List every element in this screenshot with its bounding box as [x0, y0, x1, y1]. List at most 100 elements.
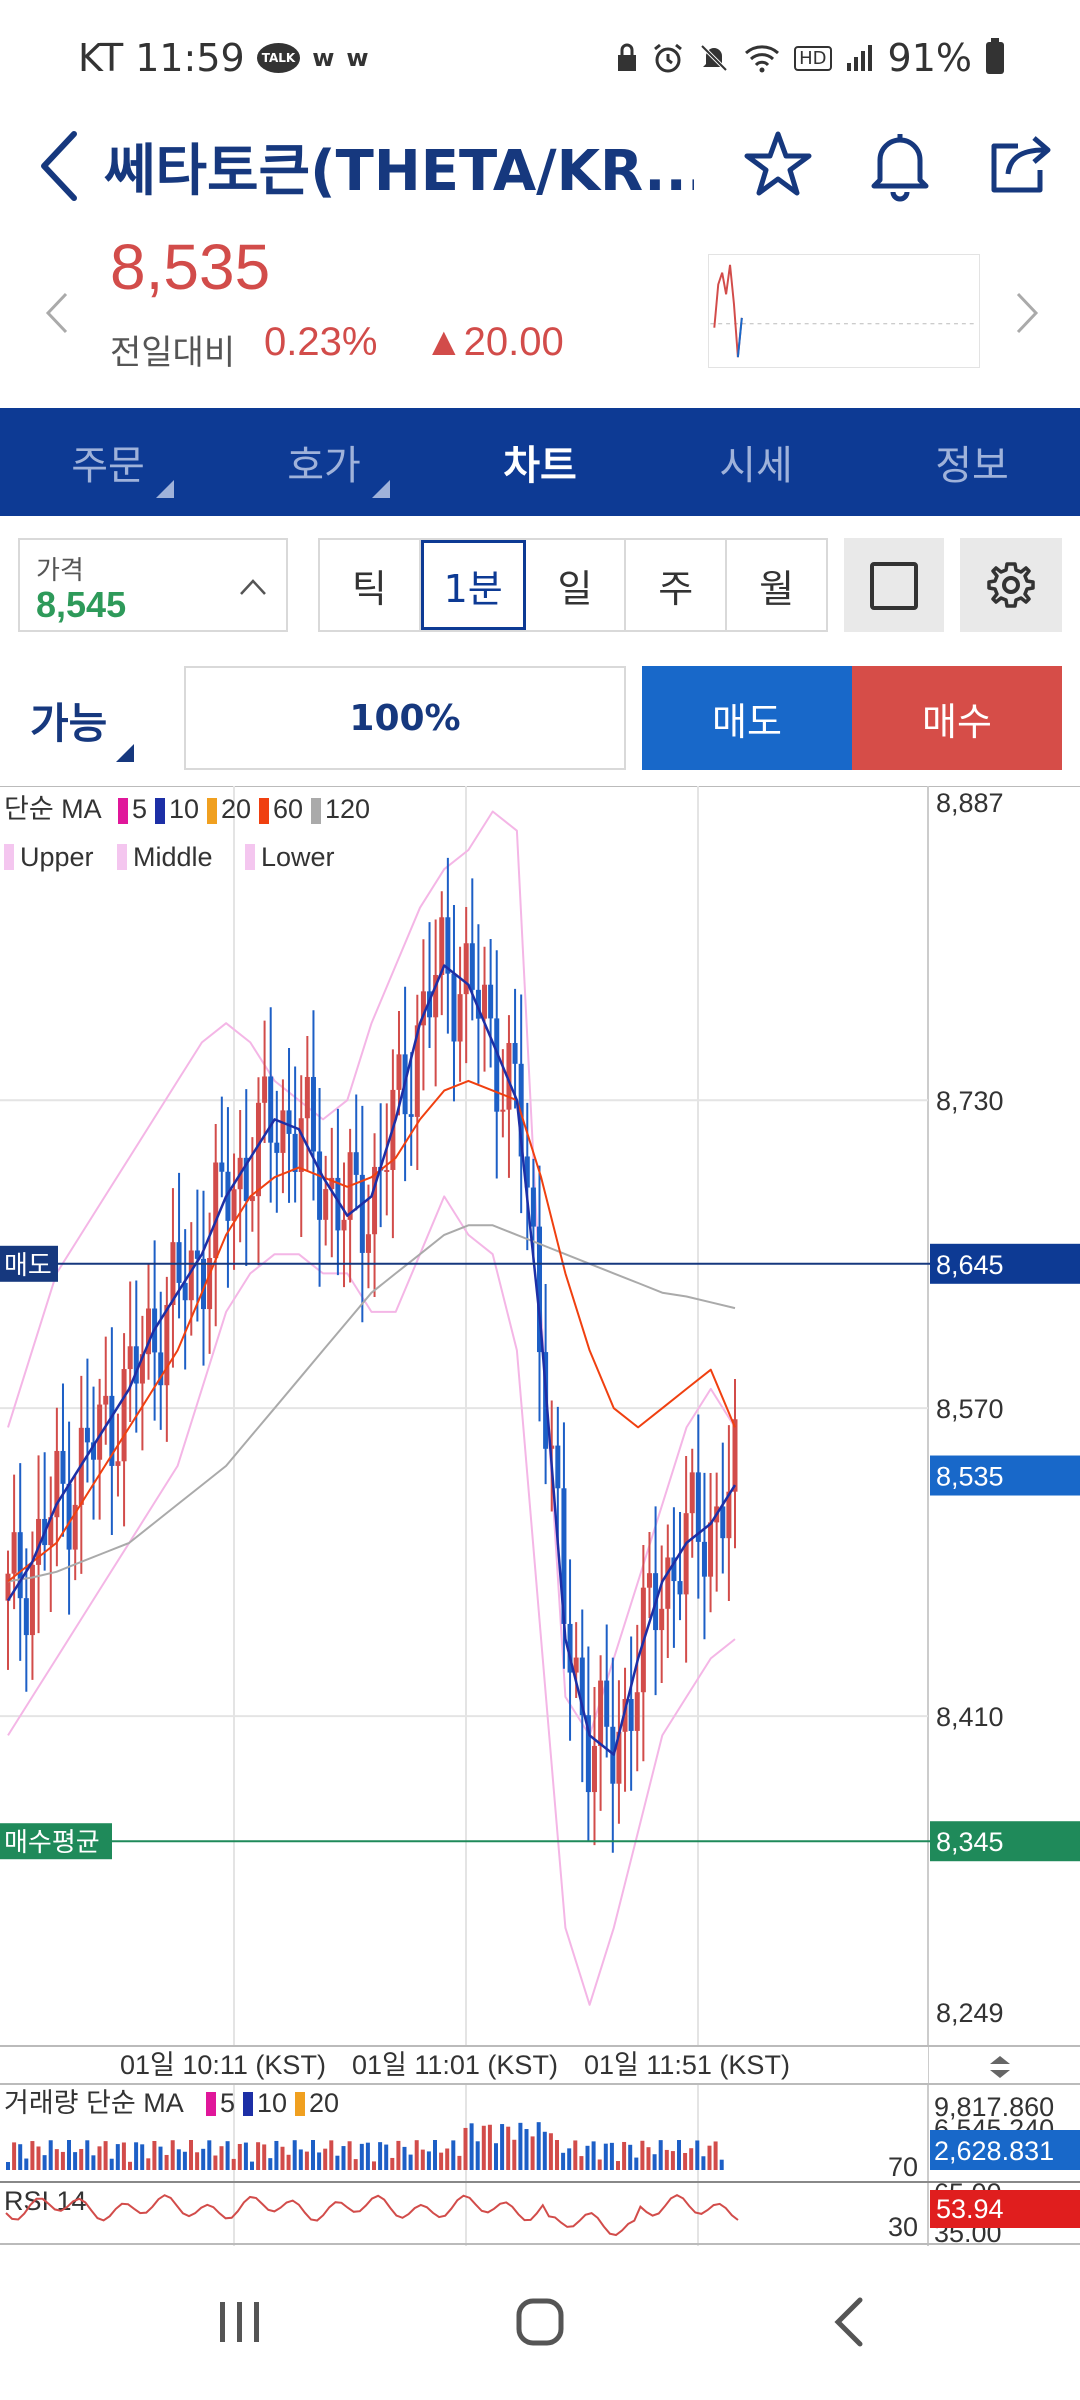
- candle-body: [97, 1404, 103, 1460]
- ma20-line: [7, 1079, 736, 1583]
- period-day[interactable]: 일: [526, 540, 627, 630]
- period-week[interactable]: 주: [626, 540, 728, 630]
- x-axis-label: 01일 10:11 (KST): [120, 2050, 326, 2080]
- candle-body: [158, 1352, 164, 1386]
- candle-body: [482, 984, 488, 1019]
- candle-body: [304, 1076, 310, 1119]
- tab-orderbook[interactable]: 호가: [216, 408, 432, 516]
- chart-canvas[interactable]: 매도 8,645 8,535 매수평균 8,345 8,887 8,730 8,570 8,4…: [0, 786, 1080, 2246]
- candle-body: [591, 1745, 597, 1793]
- candle-body: [689, 1472, 695, 1514]
- volume-bar: [579, 2156, 584, 2170]
- volume-bar: [359, 2143, 364, 2170]
- back-nav-icon[interactable]: [820, 2292, 880, 2352]
- volume-bar: [317, 2152, 322, 2170]
- chart-settings-button[interactable]: [960, 538, 1062, 632]
- sell-button[interactable]: 매도: [642, 666, 852, 770]
- y-tick-label: 8,570: [936, 1394, 1004, 1424]
- volume-bar: [414, 2140, 419, 2170]
- volume-bar: [311, 2140, 315, 2170]
- back-button[interactable]: [30, 122, 90, 212]
- volume-bar: [487, 2124, 492, 2170]
- notification-w-icon: w: [312, 44, 335, 72]
- ma120-line: [7, 1224, 736, 1583]
- volume-bar: [268, 2158, 273, 2170]
- volume-bar: [689, 2148, 694, 2170]
- bollinger-upper: [7, 810, 736, 1737]
- volume-bar: [280, 2146, 285, 2170]
- volume-bar: [677, 2140, 681, 2170]
- bb-legend-swatch: [4, 844, 14, 870]
- ma-legend-swatch: [259, 798, 269, 824]
- recent-apps-icon[interactable]: [210, 2292, 270, 2352]
- candle-body: [537, 1226, 543, 1353]
- candle-body: [103, 1395, 109, 1405]
- tab-market[interactable]: 시세: [719, 443, 793, 489]
- period-1min[interactable]: 1분: [420, 540, 526, 630]
- volume-bar: [512, 2139, 517, 2170]
- notification-w2-icon: w: [346, 44, 369, 72]
- candle-body: [469, 943, 475, 990]
- fullscreen-button[interactable]: [844, 538, 944, 632]
- available-selector-label[interactable]: 가능: [30, 699, 108, 748]
- period-tick[interactable]: 틱: [320, 540, 421, 630]
- volume-bar: [79, 2148, 84, 2170]
- share-icon[interactable]: [980, 124, 1060, 204]
- volume-bar: [664, 2149, 669, 2170]
- volume-bar: [67, 2140, 71, 2170]
- candle-body: [268, 1076, 274, 1143]
- tab-orderbook-dropdown-indicator: [372, 480, 390, 498]
- volume-legend-swatch: [243, 2092, 253, 2116]
- page-title: 쎄타토큰(THETA/KR...: [104, 139, 694, 204]
- prev-coin-arrow-icon[interactable]: [38, 288, 74, 338]
- price-chart[interactable]: 매도 8,645 8,535 매수평균 8,345 8,887 8,730 8,570 8,4…: [0, 786, 1080, 2246]
- volume-bar: [402, 2146, 407, 2170]
- favorite-star-icon[interactable]: [738, 124, 818, 204]
- tab-info[interactable]: 정보: [935, 443, 1009, 489]
- candle-body: [329, 1177, 335, 1190]
- next-coin-arrow-icon[interactable]: [1010, 288, 1046, 338]
- candle-body: [188, 1250, 194, 1301]
- candle-body: [121, 1369, 127, 1462]
- quantity-percent-field[interactable]: 100%: [184, 666, 626, 770]
- volume-bar: [335, 2155, 340, 2170]
- candle-body: [579, 1657, 585, 1716]
- home-icon[interactable]: [510, 2292, 570, 2352]
- gear-icon: [987, 562, 1035, 608]
- volume-bar: [670, 2151, 675, 2170]
- candle-body: [353, 1152, 359, 1175]
- candle-body: [255, 1102, 261, 1197]
- period-month[interactable]: 월: [759, 566, 795, 611]
- tab-chart[interactable]: 차트: [503, 443, 577, 489]
- candle-body: [488, 984, 494, 1019]
- candle-body: [567, 1623, 573, 1673]
- chart-resize-handle[interactable]: [990, 2056, 1010, 2078]
- status-bar: KT 11:59 TALK w w HD 91%: [0, 0, 1080, 120]
- volume-bar: [530, 2136, 535, 2170]
- alarm-bell-icon[interactable]: [860, 124, 940, 204]
- volume-bar: [616, 2161, 620, 2170]
- candle-body: [5, 1573, 11, 1601]
- candle-body: [549, 1445, 555, 1449]
- volume-bar: [134, 2142, 139, 2170]
- volume-bar: [494, 2143, 498, 2170]
- candle-body: [317, 1151, 323, 1220]
- change-percent: 0.23%: [264, 320, 378, 364]
- volume-bar: [603, 2143, 608, 2170]
- volume-bar: [384, 2144, 389, 2170]
- ma5-line: [6, 964, 737, 1756]
- ma-legend-swatch: [155, 798, 165, 824]
- rsi-current-value: 53.94: [936, 2194, 1004, 2224]
- volume-bar: [103, 2141, 108, 2170]
- ma-legend-period: 10: [169, 794, 199, 824]
- volume-bar: [298, 2149, 303, 2170]
- tab-order[interactable]: 주문: [0, 408, 216, 516]
- buy-button[interactable]: 매수: [852, 666, 1062, 770]
- candle-body: [48, 1517, 54, 1546]
- price-selector[interactable]: 가격 8,545: [18, 538, 288, 632]
- candle-body: [280, 1110, 286, 1153]
- volume-bar: [390, 2157, 395, 2170]
- rsi-level-label: 30: [888, 2212, 918, 2242]
- mini-chart-thumbnail[interactable]: [708, 254, 980, 368]
- candle-body: [561, 1488, 567, 1624]
